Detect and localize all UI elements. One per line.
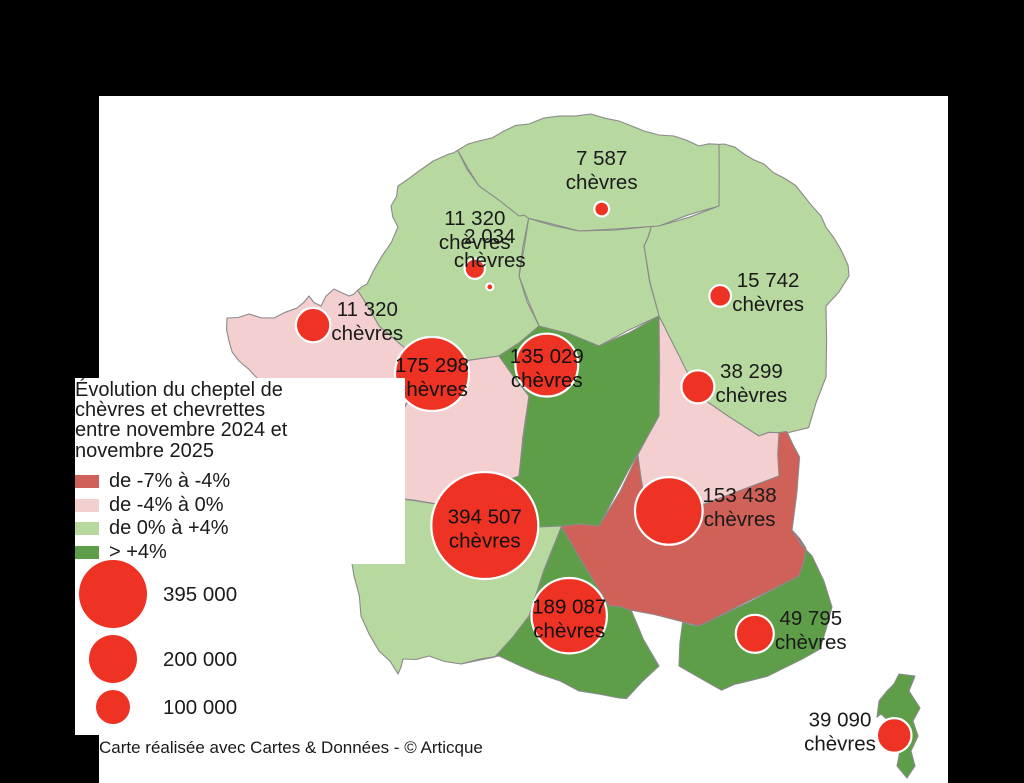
svg-text:175 298: 175 298 [395,354,469,377]
svg-text:200 000: 200 000 [163,648,237,671]
svg-text:49 795: 49 795 [779,607,842,630]
svg-text:15 742: 15 742 [737,269,800,292]
svg-text:11 320: 11 320 [337,298,398,321]
svg-text:153 438: 153 438 [703,484,777,507]
svg-text:chèvres: chèvres [566,171,638,194]
svg-text:chèvres: chèvres [449,530,521,553]
svg-text:100 000: 100 000 [163,696,237,719]
svg-text:chèvres: chèvres [533,620,605,643]
svg-text:chèvres: chèvres [804,732,876,755]
svg-text:394 507: 394 507 [448,506,522,529]
svg-text:38 299: 38 299 [720,360,783,383]
svg-text:chèvres: chèvres [511,369,583,392]
svg-text:chèvres: chèvres [775,631,847,654]
svg-text:189 087: 189 087 [532,596,606,619]
svg-text:chèvres: chèvres [396,378,468,401]
svg-text:chèvres: chèvres [704,508,776,531]
svg-text:395 000: 395 000 [163,583,237,606]
svg-text:chèvres: chèvres [331,322,403,345]
svg-text:135 029: 135 029 [510,345,584,368]
svg-text:chèvres: chèvres [454,249,526,272]
svg-text:2 034: 2 034 [464,225,515,248]
svg-text:39 090: 39 090 [809,708,872,731]
svg-text:chèvres: chèvres [732,293,804,316]
svg-text:chèvres: chèvres [716,384,788,407]
svg-text:7 587: 7 587 [576,147,627,170]
